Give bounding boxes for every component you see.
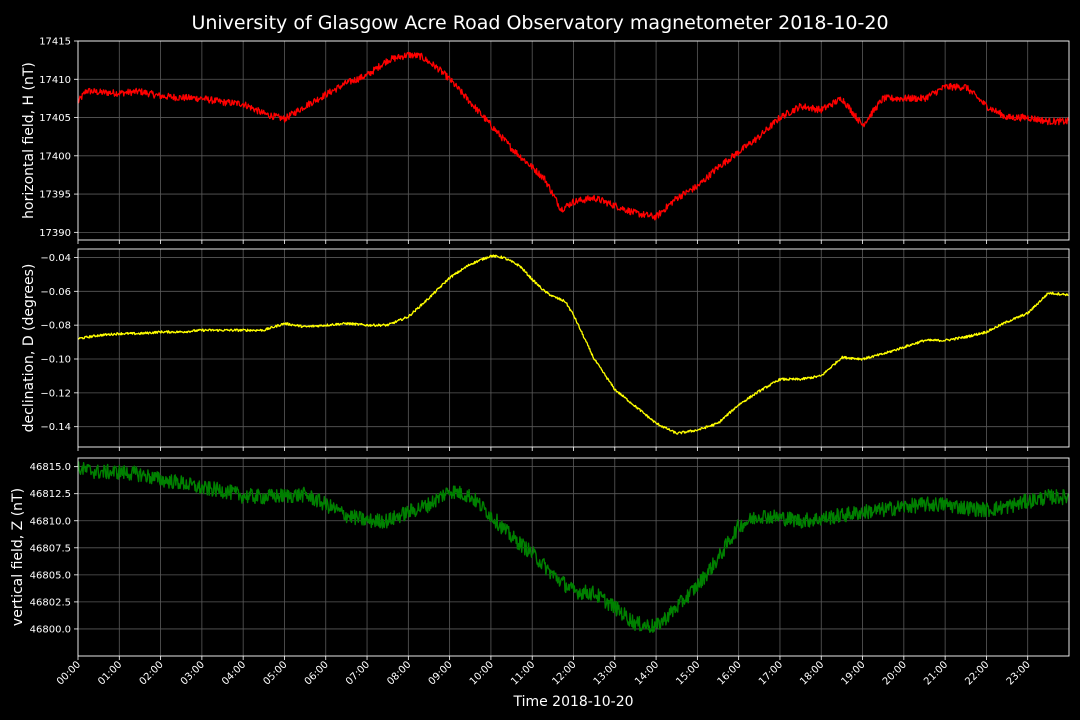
x-tick-label: 16:00 [716, 659, 744, 687]
x-tick-label: 12:00 [550, 659, 578, 687]
y-tick-label: 46807.5 [30, 543, 71, 554]
x-tick-label: 01:00 [96, 659, 124, 687]
x-tick-label: 05:00 [261, 659, 289, 687]
y-tick-label: 17400 [39, 151, 71, 162]
series-line-declination [77, 254, 1069, 435]
x-tick-label: 04:00 [220, 659, 248, 687]
x-axis-label: Time 2018-10-20 [512, 694, 633, 710]
y-tick-label: 46815.0 [30, 462, 71, 473]
y-tick-label: 17410 [39, 75, 71, 86]
y-tick-label: 17405 [39, 113, 71, 124]
y-tick-label: 46802.5 [30, 597, 71, 608]
x-tick-label: 19:00 [840, 659, 868, 687]
y-tick-label: 46805.0 [30, 570, 71, 581]
x-tick-label: 07:00 [344, 659, 372, 687]
y-tick-label: −0.04 [40, 253, 71, 264]
x-tick-label: 06:00 [303, 659, 331, 687]
y-axis-label-horizontal-field: horizontal field, H (nT) [21, 62, 37, 219]
y-tick-label: −0.12 [40, 388, 71, 399]
panel-declination: −0.14 −0.12 −0.10 −0.08 −0.06 −0.04declinatio… [21, 248, 1070, 451]
y-tick-label: 46800.0 [30, 624, 71, 635]
series-line-horizontal-field [77, 51, 1069, 221]
x-tick-label: 18:00 [798, 659, 826, 687]
x-tick-label: 17:00 [757, 659, 785, 687]
y-tick-label: −0.08 [40, 321, 71, 332]
y-tick-label: −0.14 [40, 422, 71, 433]
y-tick-label: 17395 [39, 190, 71, 201]
x-tick-label: 14:00 [633, 659, 661, 687]
x-tick-label: 09:00 [427, 659, 455, 687]
y-axis-label-vertical-field: vertical field, Z (nT) [10, 488, 26, 626]
panel-vertical-field: 46800.0 46802.5 46805.0 46807.5 46810.0 46812… [10, 457, 1070, 657]
y-tick-label: −0.06 [40, 287, 71, 298]
y-axis-label-declination: declination, D (degrees) [21, 264, 37, 433]
x-tick-label: 00:00 [55, 659, 83, 687]
time-axis: 00:00 01:00 02:00 03:00 04:00 05:00 06:00 07:00… [55, 656, 1033, 688]
x-tick-label: 10:00 [468, 659, 496, 687]
y-tick-label: 17390 [39, 228, 71, 239]
x-tick-label: 23:00 [1005, 659, 1033, 687]
y-tick-label: −0.10 [40, 355, 71, 366]
x-tick-label: 08:00 [385, 659, 413, 687]
x-tick-label: 13:00 [592, 659, 620, 687]
x-tick-label: 11:00 [509, 659, 537, 687]
y-tick-label: 46810.0 [30, 516, 71, 527]
x-tick-label: 15:00 [674, 659, 702, 687]
x-tick-label: 22:00 [963, 659, 991, 687]
chart-title: University of Glasgow Acre Road Observat… [191, 12, 888, 34]
x-tick-label: 02:00 [138, 659, 166, 687]
x-tick-label: 20:00 [881, 659, 909, 687]
x-tick-label: 03:00 [179, 659, 207, 687]
series-line-vertical-field [77, 461, 1069, 633]
y-tick-label: 17415 [39, 37, 71, 48]
panel-horizontal-field: 17390 17395 17400 17405 17410 17415 horizontal… [21, 37, 1070, 244]
y-tick-label: 46812.5 [30, 489, 71, 500]
x-tick-label: 21:00 [922, 659, 950, 687]
